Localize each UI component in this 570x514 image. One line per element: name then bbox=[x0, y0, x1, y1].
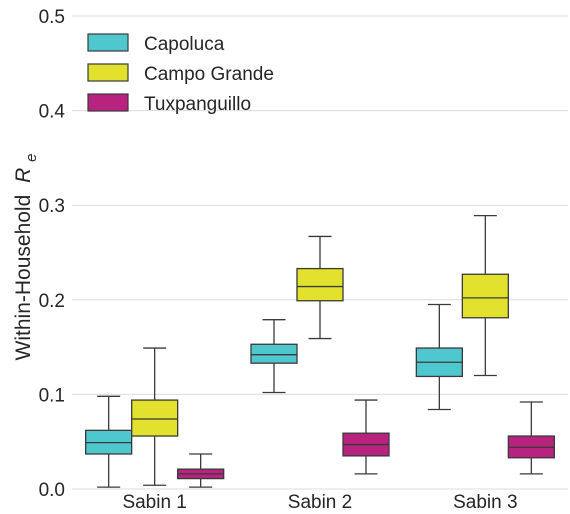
box-tuxpanguillo-3 bbox=[507, 401, 555, 475]
legend-swatch bbox=[87, 93, 129, 112]
legend-label: Campo Grande bbox=[144, 64, 274, 85]
legend-label: Tuxpanguillo bbox=[144, 94, 251, 115]
box-tuxpanguillo-1 bbox=[177, 453, 225, 488]
box-campo-grande-1 bbox=[131, 347, 179, 486]
box-capoluca-3 bbox=[415, 303, 463, 411]
box-iqr bbox=[296, 267, 344, 302]
y-tick-label: 0.3 bbox=[39, 196, 65, 217]
x-tick-label: Sabin 3 bbox=[453, 492, 517, 513]
y-axis-label: Within-Household R e bbox=[12, 154, 40, 361]
y-tick-label: 0.5 bbox=[39, 7, 65, 28]
y-axis-label-symbol: R bbox=[12, 168, 35, 183]
legend-label: Capoluca bbox=[144, 34, 225, 55]
legend-swatch bbox=[87, 63, 129, 82]
box-campo-grande-2 bbox=[296, 235, 344, 340]
box-iqr bbox=[131, 399, 179, 437]
box-iqr bbox=[250, 343, 298, 364]
y-tick-label: 0.1 bbox=[39, 385, 65, 406]
box-iqr bbox=[461, 273, 509, 319]
box-series bbox=[85, 214, 555, 488]
legend: Capoluca Campo Grande Tuxpanguillo bbox=[87, 33, 274, 115]
box-capoluca-2 bbox=[250, 319, 298, 394]
y-axis-label-text: Within-Household bbox=[12, 195, 35, 361]
y-tick-label: 0.0 bbox=[39, 480, 65, 501]
box-tuxpanguillo-2 bbox=[342, 399, 390, 475]
box-campo-grande-3 bbox=[461, 214, 509, 377]
x-tick-label: Sabin 2 bbox=[288, 492, 352, 513]
y-tick-label: 0.4 bbox=[39, 102, 66, 123]
x-tick-label: Sabin 1 bbox=[122, 492, 186, 513]
x-tick-labels: Sabin 1 Sabin 2 Sabin 3 bbox=[122, 492, 517, 513]
y-tick-label: 0.2 bbox=[39, 291, 65, 312]
legend-swatch bbox=[87, 33, 129, 52]
box-capoluca-1 bbox=[85, 395, 133, 488]
y-tick-labels: 0.0 0.1 0.2 0.3 0.4 0.5 bbox=[39, 7, 66, 501]
y-axis-label-subscript: e bbox=[23, 154, 40, 162]
